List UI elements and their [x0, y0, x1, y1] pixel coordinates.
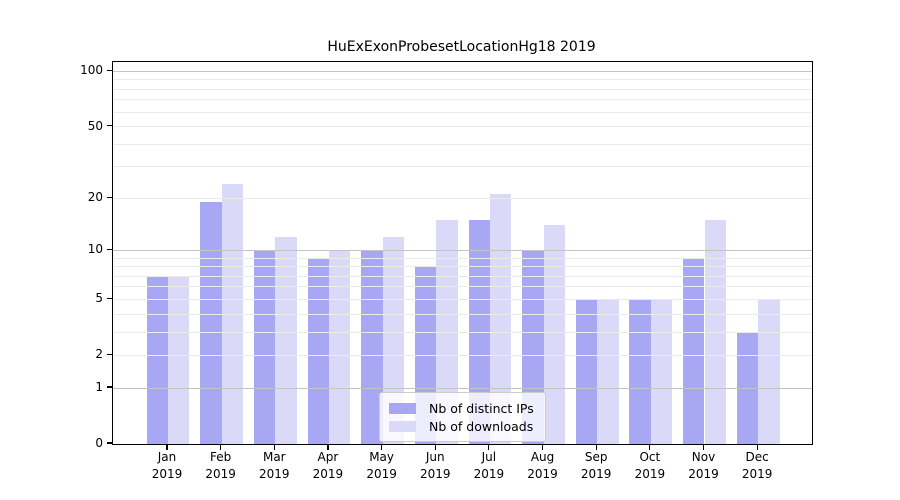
legend-label-distinct-ips: Nb of distinct IPs [429, 400, 534, 416]
y-gridline-minor [113, 99, 812, 101]
y-gridline-minor [113, 126, 812, 128]
y-gridline-minor [113, 331, 812, 333]
y-tick-label: 100 [80, 63, 103, 78]
y-gridline-minor [113, 88, 812, 90]
y-gridline-minor [113, 275, 812, 277]
bar-downloads [168, 276, 190, 444]
legend-swatch-downloads [389, 420, 416, 432]
bar-downloads [275, 236, 297, 444]
legend-swatch-distinct-ips [389, 402, 416, 414]
y-tick-label: 2 [95, 347, 103, 362]
x-tick-mark [595, 445, 597, 450]
y-tick-label: 50 [87, 118, 103, 133]
y-tick-label: 10 [87, 242, 103, 257]
x-tick-label: Jul 2019 [473, 450, 505, 481]
y-tick-mark [107, 124, 112, 127]
x-tick-label: Aug 2019 [527, 450, 558, 481]
y-tick-mark [107, 248, 112, 250]
x-tick-mark [220, 445, 222, 450]
bar-distinct-ips [683, 258, 705, 444]
bar-downloads [489, 194, 512, 444]
y-gridline-minor [113, 166, 812, 168]
legend: Nb of distinct IPs Nb of downloads [379, 392, 546, 442]
grid-layer [113, 62, 812, 444]
y-tick-mark [107, 297, 112, 299]
y-gridline-minor [113, 143, 812, 145]
x-tick-mark [327, 445, 329, 450]
y-axis: 0 1 2 5 10 20 50 100 [0, 0, 103, 500]
x-tick-mark [702, 445, 705, 450]
bar-distinct-ips [361, 250, 383, 444]
bar-distinct-ips [575, 299, 598, 444]
bar-downloads [597, 299, 619, 444]
y-tick-mark [107, 442, 112, 444]
y-gridline-minor [113, 286, 812, 288]
x-tick-mark [541, 445, 544, 450]
chart-title: HuExExonProbesetLocationHg18 2019 [327, 39, 596, 55]
bar-distinct-ips [307, 258, 329, 444]
bar-downloads [328, 250, 351, 444]
x-tick-mark [434, 445, 436, 450]
x-tick-label: Sep 2019 [580, 450, 612, 481]
x-tick-label: Apr 2019 [312, 450, 344, 481]
bar-distinct-ips [200, 202, 222, 444]
plot-area [112, 61, 813, 445]
x-tick-label: Oct 2019 [634, 450, 666, 481]
x-tick-label: Jan 2019 [151, 450, 183, 481]
y-gridline-minor [113, 354, 812, 356]
bar-distinct-ips [629, 299, 651, 444]
legend-item-downloads: Nb of downloads [389, 418, 536, 434]
x-tick-label: Mar 2019 [259, 450, 290, 481]
y-gridline-minor [113, 298, 812, 300]
y-tick-label: 5 [95, 291, 103, 306]
y-tick-mark [107, 69, 112, 71]
x-tick-mark [166, 445, 168, 450]
y-gridline-major [113, 387, 812, 389]
y-gridline-minor [113, 313, 812, 315]
y-gridline-minor [113, 111, 812, 113]
x-tick-mark [273, 445, 275, 450]
bar-downloads [650, 299, 673, 444]
y-tick-mark [107, 196, 112, 198]
bar-distinct-ips [253, 250, 276, 444]
x-tick-label: Dec 2019 [741, 450, 773, 481]
y-tick-mark [107, 386, 112, 388]
y-tick-label: 0 [95, 436, 103, 450]
y-gridline-minor [113, 266, 812, 268]
bar-downloads [758, 299, 780, 444]
y-tick-label: 1 [95, 380, 103, 395]
x-axis: Jan 2019 Feb 2019 Mar 2019 Apr 2019 May 2019… [112, 449, 811, 489]
y-gridline-major [113, 70, 812, 72]
x-tick-label: May 2019 [366, 450, 397, 481]
y-gridline-minor [113, 197, 812, 199]
legend-label-downloads: Nb of downloads [429, 418, 534, 434]
x-tick-mark [756, 445, 758, 450]
y-gridline-minor [113, 257, 812, 259]
x-tick-mark [488, 445, 490, 450]
legend-item-distinct-ips: Nb of distinct IPs [389, 400, 536, 416]
y-gridline-minor [113, 79, 812, 81]
bar-distinct-ips [146, 276, 168, 444]
y-tick-label: 20 [87, 190, 103, 205]
x-tick-label: Jun 2019 [419, 450, 451, 481]
x-tick-label: Nov 2019 [688, 450, 719, 481]
x-tick-label: Feb 2019 [205, 450, 236, 481]
bar-downloads [543, 225, 565, 444]
y-tick-mark [107, 353, 112, 355]
x-tick-mark [649, 445, 651, 450]
y-gridline-major [113, 249, 812, 251]
x-tick-mark [381, 445, 383, 450]
